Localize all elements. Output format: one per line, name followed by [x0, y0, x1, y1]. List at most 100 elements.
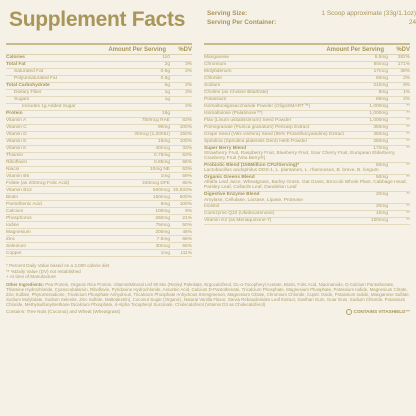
nutrient-row: Isomaltooligosaccharide Powder (OligoSMA… — [204, 104, 410, 111]
nutrient-name: Total Fat — [6, 62, 26, 68]
nutrient-amount: 85mg — [376, 97, 388, 103]
servings-per-container: Serving Per Container: 24 — [207, 19, 416, 26]
nutrient-row: Zinc 7.5mg 68% — [6, 236, 192, 244]
nutrient-amount: 210mg — [373, 83, 388, 89]
nutrient-dv: 2% — [185, 69, 192, 75]
nutrient-dv: ** — [406, 104, 410, 110]
nutrient-row: Sodium 210mg 9% — [204, 83, 410, 90]
blend-row: Probiotic Blend (150Million CFU/Serving)… — [204, 163, 410, 175]
nutrient-row: Folate (as 200mcg Folic Acid) 340mcg DFE 8… — [6, 180, 192, 188]
nutrient-row: Vitamin D 30mcg (1,200IU) 150% — [6, 132, 192, 139]
nutrient-row: Saturated Fat 0.5g 2% — [6, 69, 192, 76]
blend-amount: 170mg — [373, 146, 388, 152]
shield-icon — [345, 308, 352, 315]
nutrient-amount: 2g — [164, 62, 170, 68]
nutrient-amount: 100mcg — [370, 218, 388, 224]
nutrient-dv: 100% — [179, 125, 192, 131]
footnotes-section: * Percent Daily Value based on a 2,000 c… — [6, 263, 410, 315]
blend-row: Digestive Enzyme Blend 20mg ** Amylase, Cel… — [204, 192, 410, 205]
nutrient-amount: 40mcg — [155, 146, 170, 152]
nutrient-amount: 0.75mg — [154, 153, 170, 158]
blend-amount: 20mg — [376, 192, 388, 198]
serving-size-label: Serving Size: — [207, 10, 248, 17]
page-title: Supplement Facts — [9, 8, 186, 31]
blend-dv: ** — [406, 146, 410, 152]
nutrient-amount: 60mcg — [373, 62, 388, 68]
nutrient-row: Inositol 20mg ** — [204, 204, 410, 211]
nutrient-amount: 260mg — [155, 215, 170, 221]
footnote: ** %Daily Value (DV) not established — [6, 268, 81, 274]
nutrient-dv: 3% — [185, 90, 192, 96]
nutrient-amount: 350mg — [373, 132, 388, 138]
blend-dv: ** — [406, 175, 410, 181]
nutrient-row: Coenzyme Q10 (Ubidecarenone) 10mg ** — [204, 211, 410, 218]
nutrient-amount: 1,000mg — [369, 111, 388, 117]
blend-name: Organic Greens Blend — [204, 175, 255, 181]
nutrient-amount: 0.5g — [160, 76, 170, 82]
nutrient-row: Vitamin A 750mcg RAE 83% — [6, 118, 192, 125]
nutrient-name: Coenzyme Q10 (Ubidecarenone) — [204, 211, 275, 217]
nutrient-amount: 10mg NE — [150, 166, 170, 172]
nutrient-row: Selenium 30mcg 55% — [6, 243, 192, 251]
nutrient-name: Dietary Fiber — [14, 90, 42, 96]
nutrient-row: Niacin 10mg NE 63% — [6, 167, 192, 174]
footnote: + At time of Manufacture — [6, 274, 56, 279]
nutrient-name: Total Carbohydrate — [6, 83, 50, 89]
nutrient-dv: 2% — [185, 104, 192, 110]
nutrient-dv: ** — [406, 218, 410, 224]
nutrient-amount: 6.5mg — [374, 55, 388, 61]
nutrient-amount: 6g — [164, 83, 170, 89]
allergen-statement: Contains: Tree Nuts (Coconut) and Wheat … — [6, 308, 121, 314]
nutrient-dv: ** — [406, 204, 410, 210]
servings-value: 24 — [408, 19, 416, 26]
nutrient-amount: 0.85mg — [154, 159, 170, 165]
dv-header: %DV — [396, 46, 410, 53]
nutrient-row: Calories 110 — [6, 55, 192, 62]
nutrient-name: Riboflavin — [6, 159, 28, 165]
nutrient-amount: 110 — [162, 55, 170, 61]
vitashield-badge: CONTAINS VITASHIELD™ — [345, 308, 410, 315]
nutrient-name: Pantothenic Acid — [6, 201, 42, 207]
nutrient-dv: 100% — [179, 201, 192, 207]
nutrient-name: Protein — [6, 111, 23, 117]
nutrient-row: Pomegranate (Punica granatum) Pericarp E… — [204, 125, 410, 132]
nutrient-name: Folate (as 200mcg Folic Acid) — [6, 180, 70, 186]
left-column-header: Amount Per Serving %DV — [6, 45, 192, 55]
nutrient-name: Spirulina (Spirulina platensis GenI) Her… — [204, 139, 308, 145]
nutrient-name: Phosphorus — [6, 215, 32, 221]
nutrient-row: Grape Seed (Vitis vinifera) Seed (95% Pr… — [204, 132, 410, 139]
nutrient-name: Zinc — [6, 236, 16, 242]
nutrient-dv: 65% — [182, 159, 192, 165]
nutrient-row: Isomaltulose (Palatinose™) 1,000mg ** — [204, 111, 410, 118]
nutrient-name: Copper — [6, 250, 22, 256]
nutrient-amount: 150mcg — [152, 194, 170, 200]
nutrient-dv: ** — [406, 125, 410, 131]
nutrient-row: Magnesium 200mg 48% — [6, 229, 192, 237]
blend-header: Probiotic Blend (150Million CFU/Serving)… — [204, 163, 410, 168]
nutrient-row: Molybdenum 17mcg 38% — [204, 69, 410, 76]
blend-row: Super Berry Blend 170mg ** Strawberry Fruit… — [204, 146, 410, 163]
nutrient-name: Vitamin B12 — [6, 187, 32, 193]
nutrient-amount: 18g — [161, 111, 170, 117]
nutrient-dv: 63% — [182, 153, 192, 158]
nutrient-amount: 10mg — [376, 211, 388, 217]
divider — [204, 43, 410, 45]
serving-size: Serving Size: 1 Scoop approximate (33g/1… — [207, 10, 416, 17]
nutrient-dv: 38% — [400, 69, 410, 75]
nutrient-name: Pomegranate (Punica granatum) Pericarp E… — [204, 125, 310, 131]
nutrient-row: Phosphorus 260mg 21% — [6, 215, 192, 223]
nutrient-dv: 9% — [403, 83, 410, 89]
nutrient-name: Chromium — [204, 62, 227, 68]
nutrient-row: Vitamin E 15mg 100% — [6, 139, 192, 146]
nutrient-dv: ** — [406, 139, 410, 145]
nutrient-amount: 1,000mg — [369, 104, 388, 110]
nutrient-amount: 1mg — [160, 173, 170, 179]
nutrient-row: Manganese 6.5mg 282% — [204, 55, 410, 62]
nutrient-dv: 55% — [182, 243, 192, 249]
nutrient-dv: 2% — [403, 76, 410, 82]
nutrient-name: Niacin — [6, 166, 20, 172]
nutrient-name: Sodium — [204, 83, 221, 89]
nutrient-name: Flax (Linum usitatissimum) Seed Powder — [204, 118, 292, 124]
amount-header: Amount Per Serving — [108, 46, 166, 53]
nutrient-name: Vitamin B6 — [6, 173, 30, 179]
